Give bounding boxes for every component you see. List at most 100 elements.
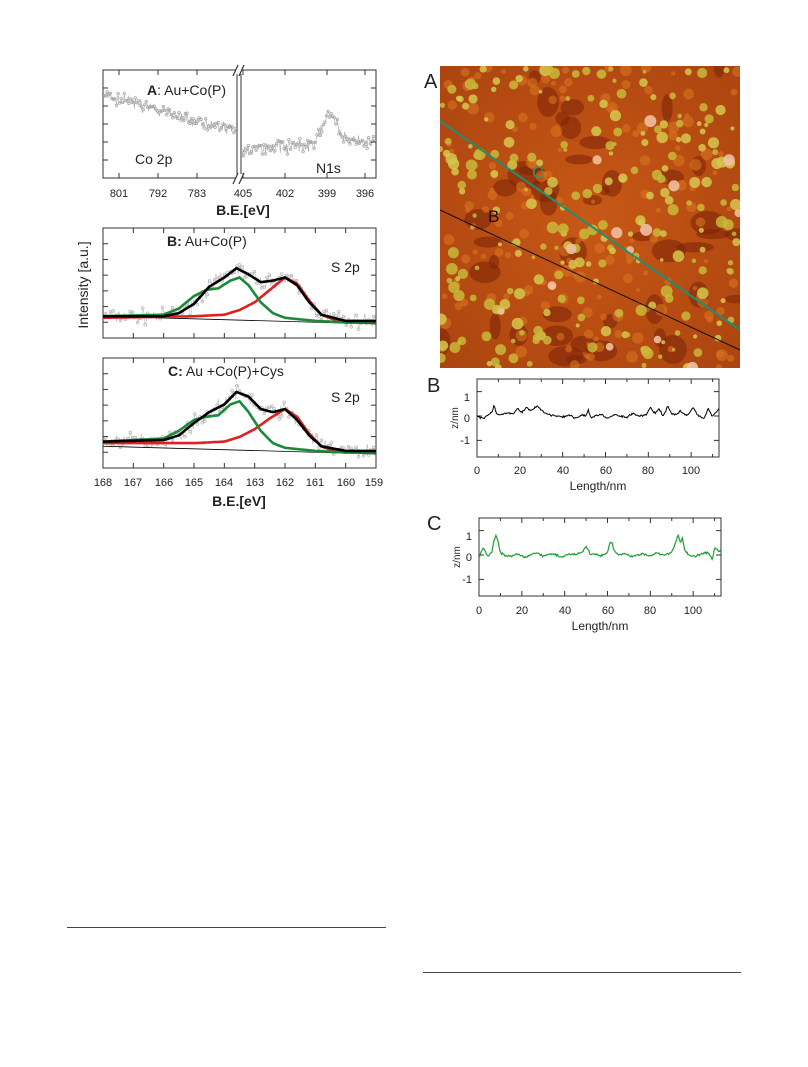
stm-grain <box>564 78 573 87</box>
stm-island <box>686 200 692 206</box>
stm-island <box>669 92 676 100</box>
stm-island <box>440 352 446 364</box>
stm-island <box>664 294 674 303</box>
data-point <box>170 438 175 442</box>
stm-island <box>515 74 523 83</box>
stm-island <box>715 104 726 116</box>
stm-pit <box>724 294 740 304</box>
stm-island <box>563 147 568 152</box>
data-point <box>361 454 366 458</box>
stm-island <box>704 114 714 124</box>
stm-island <box>608 66 614 72</box>
stm-island <box>533 325 543 336</box>
stm-grain <box>715 364 723 368</box>
stm-island <box>618 173 628 183</box>
stm-island <box>560 260 565 265</box>
data-point <box>323 120 327 124</box>
stm-island <box>727 268 734 275</box>
axis-break-marks <box>232 64 245 185</box>
stm-pit <box>696 229 730 240</box>
stm-island <box>440 102 445 108</box>
data-point <box>177 111 181 115</box>
stm-island <box>627 231 634 237</box>
stm-grain <box>528 159 539 170</box>
stm-island <box>527 152 537 162</box>
stm-grain <box>596 294 602 300</box>
stm-island <box>447 247 459 259</box>
stm-grain <box>575 238 582 245</box>
profile-b-panel-label: B <box>427 375 440 397</box>
stm-island <box>513 288 526 300</box>
stm-island <box>467 169 477 180</box>
profile-c-x-tick-labels: 0 20 40 60 80 100 <box>476 605 702 617</box>
panel-b-ticks <box>102 228 377 338</box>
svg-text:-1: -1 <box>460 435 470 447</box>
profile-b-y-tick-labels: 1 0 -1 <box>460 392 470 447</box>
data-point <box>267 273 271 277</box>
stm-island <box>659 258 664 262</box>
stm-grain <box>636 122 649 134</box>
svg-text:160: 160 <box>337 477 355 489</box>
data-point <box>349 137 354 141</box>
stm-grain <box>625 251 636 262</box>
co-2p-label: Co 2p <box>135 151 173 167</box>
data-point <box>367 136 371 140</box>
stm-island <box>577 313 586 322</box>
data-point <box>349 325 353 329</box>
component-red-curve <box>103 407 376 454</box>
stm-pit <box>489 312 501 340</box>
y-axis-label: Intensity [a.u.] <box>75 241 91 328</box>
svg-text:166: 166 <box>155 477 173 489</box>
data-point <box>248 151 252 156</box>
stm-island <box>490 357 500 367</box>
stm-grain <box>732 66 740 77</box>
stm-bright-spot <box>566 243 577 255</box>
stm-island <box>648 301 657 310</box>
panel-c-fit-curves <box>103 390 376 455</box>
stm-grain <box>541 74 550 84</box>
stm-grain <box>447 100 457 110</box>
stm-grain <box>674 145 681 151</box>
stm-pit <box>539 189 558 216</box>
stm-grain <box>682 116 694 128</box>
stm-island <box>652 228 662 237</box>
stm-island <box>554 245 559 250</box>
stm-island <box>526 360 533 367</box>
stm-island <box>675 119 684 128</box>
svg-text:60: 60 <box>600 465 612 477</box>
stm-island <box>571 69 580 78</box>
stm-grain <box>712 170 718 176</box>
profile-c-y-tick-labels: 1 0 -1 <box>462 531 472 586</box>
stm-island <box>630 166 639 175</box>
stm-island <box>453 289 465 302</box>
stm-island <box>608 151 614 156</box>
stm-island <box>731 183 740 192</box>
data-point <box>117 101 122 105</box>
stm-island <box>557 294 566 303</box>
stm-island <box>658 354 663 359</box>
stm-island <box>560 141 568 149</box>
svg-text:0: 0 <box>474 465 480 477</box>
stm-island <box>639 78 648 87</box>
data-point <box>233 127 237 131</box>
svg-text:167: 167 <box>124 477 142 489</box>
stm-island <box>698 266 707 275</box>
stm-island <box>635 304 647 316</box>
stm-island <box>543 308 551 317</box>
stm-island <box>565 96 571 101</box>
stm-island <box>624 332 631 338</box>
stm-island <box>660 187 670 198</box>
svg-text:161: 161 <box>306 477 324 489</box>
stm-island <box>730 198 740 211</box>
stm-island <box>455 275 461 282</box>
stm-grain <box>700 148 713 161</box>
stm-island <box>689 176 701 188</box>
panel-c-s2p-label: S 2p <box>331 389 360 405</box>
stm-grain <box>569 359 580 368</box>
stm-island <box>490 170 499 178</box>
stm-grain <box>655 303 668 316</box>
panel-a: A: Au+Co(P) Co 2p N1s 801 792 783 405 40… <box>102 64 377 218</box>
stm-grain <box>600 313 607 321</box>
stm-grain <box>557 147 563 153</box>
stm-grain <box>441 293 448 300</box>
